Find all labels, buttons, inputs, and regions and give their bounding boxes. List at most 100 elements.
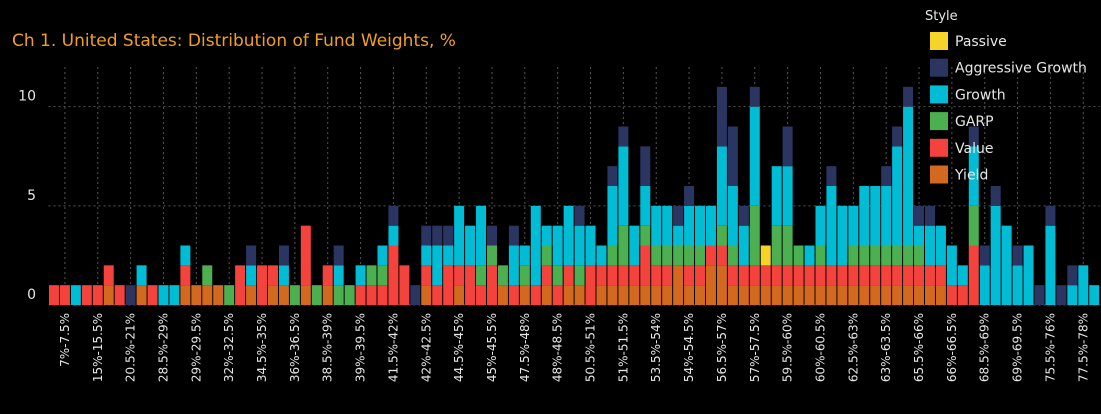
bar-segment bbox=[574, 205, 585, 226]
bar-segment bbox=[848, 245, 859, 266]
bar-segment bbox=[727, 245, 738, 266]
x-tick-label: 66%-66.5% bbox=[945, 313, 959, 382]
bar-segment bbox=[443, 225, 454, 246]
bar-segment bbox=[585, 265, 596, 305]
bar-segment bbox=[760, 285, 771, 305]
bar-segment bbox=[629, 225, 640, 266]
bar-segment bbox=[191, 285, 202, 305]
bar-segment bbox=[300, 285, 311, 305]
bar-segment bbox=[914, 245, 925, 266]
bar-segment bbox=[979, 245, 990, 266]
bar-segment bbox=[705, 205, 716, 246]
bar-segment bbox=[684, 265, 695, 286]
bar-segment bbox=[508, 225, 519, 246]
bar-segment bbox=[957, 265, 968, 286]
bar-segment bbox=[344, 285, 355, 305]
bar-segment bbox=[476, 205, 487, 266]
bar-segment bbox=[705, 265, 716, 305]
bar-segment bbox=[410, 285, 421, 305]
x-tick-label: 15%-15.5% bbox=[91, 313, 105, 382]
x-tick-label: 28.5%-29% bbox=[156, 313, 170, 382]
bar-segment bbox=[859, 245, 870, 266]
bar-segment bbox=[257, 265, 268, 305]
y-tick-label: 0 bbox=[27, 287, 36, 303]
bar-segment bbox=[92, 285, 103, 305]
bar-segment bbox=[629, 285, 640, 305]
bar-segment bbox=[990, 186, 1001, 206]
bar-segment bbox=[727, 126, 738, 186]
bar-segment bbox=[662, 245, 673, 266]
x-tick-label: 75.5%-76% bbox=[1043, 313, 1057, 382]
bar-segment bbox=[563, 265, 574, 286]
x-tick-label: 62.5%-63% bbox=[846, 313, 860, 382]
bar-segment bbox=[705, 245, 716, 266]
bar-segment bbox=[738, 265, 749, 286]
bar-segment bbox=[640, 186, 651, 226]
bar-segment bbox=[881, 166, 892, 186]
bar-segment bbox=[881, 265, 892, 286]
bar-segment bbox=[541, 285, 552, 305]
bar-segment bbox=[738, 205, 749, 226]
x-tick-label: 60%-60.5% bbox=[813, 313, 827, 382]
bar-segment bbox=[486, 225, 497, 246]
bar-segment bbox=[640, 285, 651, 305]
bar-segment bbox=[333, 285, 344, 305]
bar-segment bbox=[355, 265, 366, 286]
bar-segment bbox=[924, 225, 935, 266]
bar-segment bbox=[684, 245, 695, 266]
bar-segment bbox=[607, 166, 618, 186]
bar-segment bbox=[662, 265, 673, 286]
bar-segment bbox=[881, 186, 892, 246]
bar-segment bbox=[552, 225, 563, 266]
bar-segment bbox=[914, 285, 925, 305]
legend-swatch bbox=[930, 138, 948, 157]
bar-segment bbox=[1012, 245, 1023, 266]
bar-segment bbox=[640, 225, 651, 246]
bar-segment bbox=[815, 205, 826, 246]
bar-segment bbox=[749, 86, 760, 107]
bar-segment bbox=[782, 166, 793, 226]
bar-segment bbox=[848, 205, 859, 246]
bar-segment bbox=[486, 245, 497, 266]
bar-segment bbox=[48, 285, 59, 305]
bar-segment bbox=[870, 265, 881, 286]
x-tick-label: 59.5%-60% bbox=[781, 313, 795, 382]
bar-segment bbox=[421, 265, 432, 286]
x-tick-label: 77.5%-78% bbox=[1076, 313, 1090, 382]
legend-label: Growth bbox=[955, 87, 1006, 103]
bar-segment bbox=[903, 285, 914, 305]
bar-segment bbox=[278, 265, 289, 286]
bar-segment bbox=[497, 285, 508, 305]
bar-segment bbox=[826, 166, 837, 186]
chart-title: Ch 1. United States: Distribution of Fun… bbox=[12, 31, 456, 51]
bar-segment bbox=[771, 225, 782, 266]
legend-label: GARP bbox=[955, 114, 994, 130]
bar-segment bbox=[246, 285, 257, 305]
x-tick-label: 32%-32.5% bbox=[222, 313, 236, 382]
x-tick-label: 20.5%-21% bbox=[124, 313, 138, 382]
bar-segment bbox=[541, 245, 552, 266]
bar-segment bbox=[826, 285, 837, 305]
bar-segment bbox=[892, 265, 903, 286]
bar-segment bbox=[837, 285, 848, 305]
bar-segment bbox=[607, 265, 618, 286]
bar-segment bbox=[454, 285, 465, 305]
bar-segment bbox=[804, 265, 815, 286]
bar-segment bbox=[716, 146, 727, 226]
x-tick-label: 51%-51.5% bbox=[616, 313, 630, 382]
bar-segment bbox=[574, 225, 585, 266]
bar-segment bbox=[465, 265, 476, 305]
bar-segment bbox=[968, 126, 979, 147]
bar-segment bbox=[585, 225, 596, 266]
bar-segment bbox=[519, 265, 530, 286]
bar-segment bbox=[432, 245, 443, 286]
x-tick-label: 39%-39.5% bbox=[354, 313, 368, 382]
bar-segment bbox=[837, 205, 848, 266]
bar-segment bbox=[421, 285, 432, 305]
bar-segment bbox=[476, 265, 487, 286]
bar-segment bbox=[618, 225, 629, 266]
bar-segment bbox=[180, 245, 191, 266]
x-tick-label: 7%-7.5% bbox=[58, 313, 72, 367]
bar-segment bbox=[957, 285, 968, 305]
